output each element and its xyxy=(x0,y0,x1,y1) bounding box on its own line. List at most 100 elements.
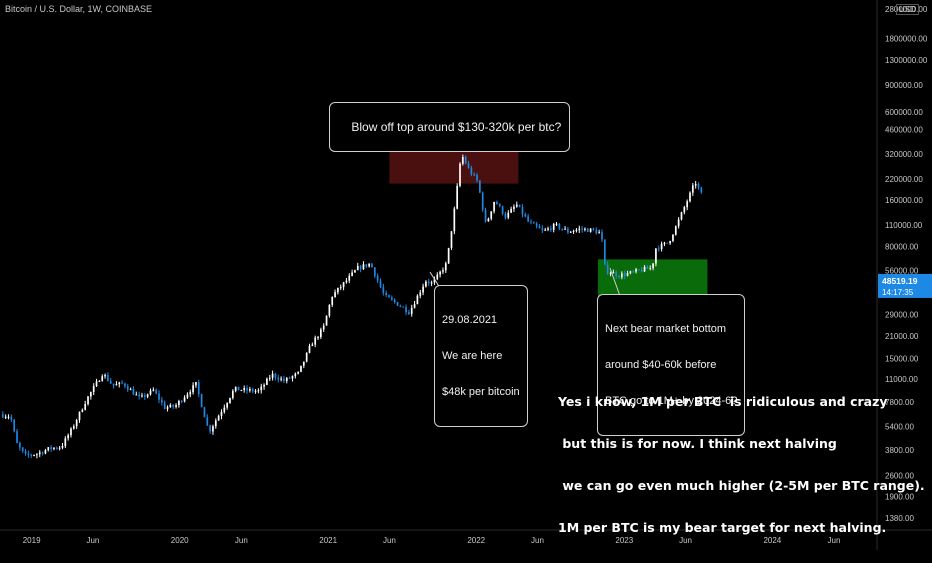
candle-body xyxy=(180,401,183,403)
candle-body xyxy=(541,228,544,231)
candle-body xyxy=(135,394,138,396)
y-tick-label: 80000.00 xyxy=(885,243,919,252)
candle-body xyxy=(143,395,146,397)
candle-body xyxy=(192,385,194,393)
candle-body xyxy=(84,404,87,410)
candle-body xyxy=(356,265,359,271)
candle-body xyxy=(422,286,424,293)
candle-body xyxy=(518,204,521,207)
here-callout-line: We are here xyxy=(442,350,503,362)
x-tick-label: 2019 xyxy=(23,536,41,545)
candle-body xyxy=(254,390,257,392)
candle-body xyxy=(603,239,606,265)
candle-body xyxy=(444,263,447,271)
candle-body xyxy=(487,218,490,222)
note-line: but this is for now. I think next halvin… xyxy=(558,436,837,451)
candle-body xyxy=(249,389,251,391)
candle-body xyxy=(410,307,413,314)
candle-body xyxy=(442,270,444,272)
candle-body xyxy=(160,399,163,403)
currency-label[interactable]: USD xyxy=(896,4,919,15)
candle-body xyxy=(504,213,507,218)
candle-body xyxy=(246,388,248,391)
candle-body xyxy=(288,377,291,379)
candle-body xyxy=(666,242,669,244)
candle-body xyxy=(302,361,305,366)
candle-body xyxy=(507,212,510,218)
candle-body xyxy=(308,346,311,353)
top-callout-text: Blow off top around $130-320k per btc? xyxy=(351,120,562,134)
candle-body xyxy=(544,229,547,231)
candle-body xyxy=(493,201,495,212)
candle-body xyxy=(459,163,461,186)
candle-body xyxy=(271,373,274,378)
candle-body xyxy=(348,275,351,281)
candle-body xyxy=(317,337,319,339)
candle-body xyxy=(331,296,334,305)
candle-body xyxy=(175,405,177,407)
y-tick-label: 1900.00 xyxy=(885,492,914,501)
y-tick-label: 2800000.00 xyxy=(885,5,928,14)
candle-body xyxy=(263,384,265,387)
x-tick-label: 2020 xyxy=(171,536,189,545)
candle-body xyxy=(433,279,436,283)
candle-body xyxy=(393,299,396,303)
candle-body xyxy=(186,394,189,398)
candle-body xyxy=(572,231,575,233)
candle-body xyxy=(589,228,592,232)
note-line: 1M per BTC is my bear target for next ha… xyxy=(558,520,887,535)
candle-body xyxy=(280,378,282,380)
candle-body xyxy=(674,226,677,235)
candle-body xyxy=(138,394,140,397)
candle-body xyxy=(320,329,322,338)
here-callout-line: $48k per bitcoin xyxy=(442,386,520,398)
candle-body xyxy=(672,234,674,241)
candle-body xyxy=(436,274,439,280)
bottom-callout-pointer xyxy=(609,267,621,297)
candle-body xyxy=(371,263,373,268)
candle-body xyxy=(456,185,459,209)
candle-body xyxy=(124,383,126,387)
y-tick-label: 1380.00 xyxy=(885,514,914,523)
candle-body xyxy=(10,416,13,420)
y-tick-label: 5400.00 xyxy=(885,423,914,432)
candle-body xyxy=(615,272,618,276)
candle-body xyxy=(618,275,620,278)
candle-body xyxy=(19,443,21,448)
candle-body xyxy=(70,428,72,436)
candle-body xyxy=(30,454,33,456)
candle-body xyxy=(578,228,581,230)
candle-body xyxy=(132,389,135,395)
zone-top xyxy=(389,145,519,184)
candle-body xyxy=(535,223,538,227)
candle-body xyxy=(552,223,555,230)
candle-body xyxy=(538,226,541,229)
candle-body xyxy=(691,185,694,193)
candle-body xyxy=(584,228,586,230)
candle-body xyxy=(399,305,402,307)
candle-body xyxy=(521,206,524,215)
candle-body xyxy=(274,373,277,378)
candle-body xyxy=(354,270,356,273)
candle-body xyxy=(501,206,504,214)
candle-body xyxy=(510,208,512,213)
candle-body xyxy=(294,373,297,377)
candle-body xyxy=(598,232,600,234)
x-tick-label: 2024 xyxy=(763,536,781,545)
y-tick-label: 56000.00 xyxy=(885,266,919,275)
candle-body xyxy=(513,206,515,209)
candle-body xyxy=(660,243,663,250)
candle-body xyxy=(498,204,501,207)
price-chart[interactable]: 2800000.00 1800000.00 1300000.00 900000.00 6… xyxy=(0,0,932,550)
candle-body xyxy=(623,273,626,276)
candle-body xyxy=(231,390,234,398)
candle-body xyxy=(92,386,95,393)
candle-body xyxy=(586,228,589,232)
candle-body xyxy=(413,304,416,308)
candle-body xyxy=(163,402,166,409)
candle-body xyxy=(439,271,441,275)
candle-body xyxy=(33,455,35,457)
candle-body xyxy=(481,192,484,210)
candle-body xyxy=(558,223,561,229)
candle-body xyxy=(626,273,629,276)
